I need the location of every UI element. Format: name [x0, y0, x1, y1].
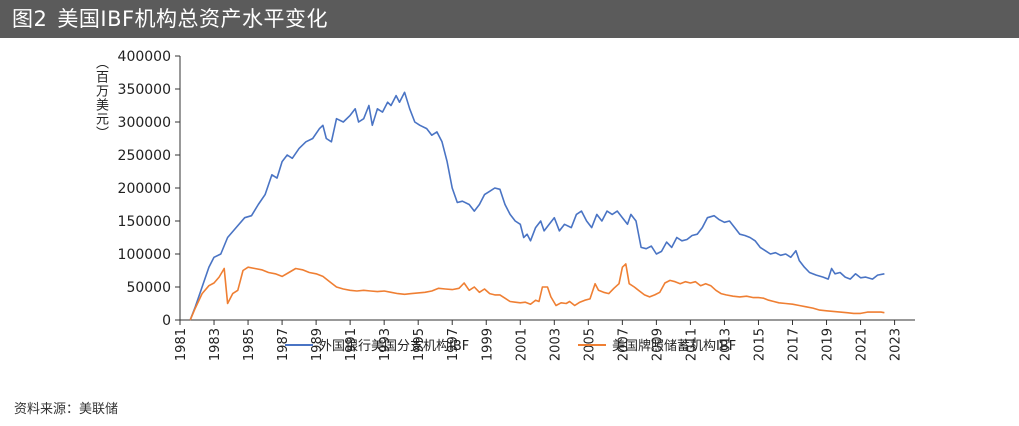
x-tick-label: 2007	[616, 328, 631, 361]
y-tick-label: 300000	[118, 115, 171, 131]
y-tick-label: 0	[162, 313, 171, 329]
x-tick-label: 2017	[787, 328, 802, 361]
series-line-savings-institution-ibf	[189, 263, 885, 321]
x-tick-label: 1981	[174, 328, 189, 361]
x-tick-label: 1999	[480, 328, 495, 361]
figure-number: 图2	[12, 7, 48, 31]
chart-title: 美国IBF机构总资产水平变化	[57, 7, 329, 31]
x-tick-label: 2015	[752, 328, 767, 361]
y-tick-label: 200000	[118, 181, 171, 197]
series-line-foreign-bank-ibf	[189, 91, 885, 321]
x-tick-label: 1993	[378, 328, 393, 361]
y-axis: 0 50000 100000 150000 200000 250000 300000 3500…	[118, 49, 181, 329]
series-layer	[189, 91, 885, 321]
chart-title-bar: 图2 美国IBF机构总资产水平变化	[0, 0, 1019, 38]
x-tick-label: 2013	[718, 328, 733, 361]
y-tick-label: 250000	[118, 148, 171, 164]
source-note: 资料来源：美联储	[14, 402, 119, 417]
x-axis: 1981 1983 1985 1987 1989 1991 1993 1995 1997 1999…	[174, 319, 915, 361]
line-chart: 0 50000 100000 150000 200000 250000 300000 3500…	[118, 49, 915, 361]
y-tick-label: 50000	[126, 280, 171, 296]
x-tick-label: 2011	[684, 328, 699, 361]
x-tick-label: 2019	[821, 328, 836, 361]
y-tick-label: 350000	[118, 82, 171, 98]
x-tick-label: 1983	[208, 328, 223, 361]
x-tick-label: 1991	[344, 328, 359, 361]
x-tick-label: 2001	[514, 328, 529, 361]
x-tick-label: 1987	[276, 328, 291, 361]
legend: 外国银行美国分支机构IBF 美国牌照储蓄机构IBF	[285, 338, 736, 354]
legend-label: 外国银行美国分支机构IBF	[319, 339, 469, 354]
x-tick-label: 1989	[310, 328, 325, 361]
x-tick-label: 1985	[242, 328, 257, 361]
x-tick-label: 2003	[548, 328, 563, 361]
y-tick-label: 150000	[118, 214, 171, 230]
y-tick-label: 400000	[118, 49, 171, 65]
x-tick-label: 2023	[889, 328, 904, 361]
x-tick-label: 1995	[412, 328, 427, 361]
x-tick-label: 1997	[446, 328, 461, 361]
legend-label: 美国牌照储蓄机构IBF	[612, 338, 736, 354]
y-tick-label: 100000	[118, 247, 171, 263]
x-tick-label: 2009	[650, 328, 665, 361]
y-axis-unit-label: （百万美元）	[93, 56, 108, 140]
x-tick-label: 2021	[855, 328, 870, 361]
